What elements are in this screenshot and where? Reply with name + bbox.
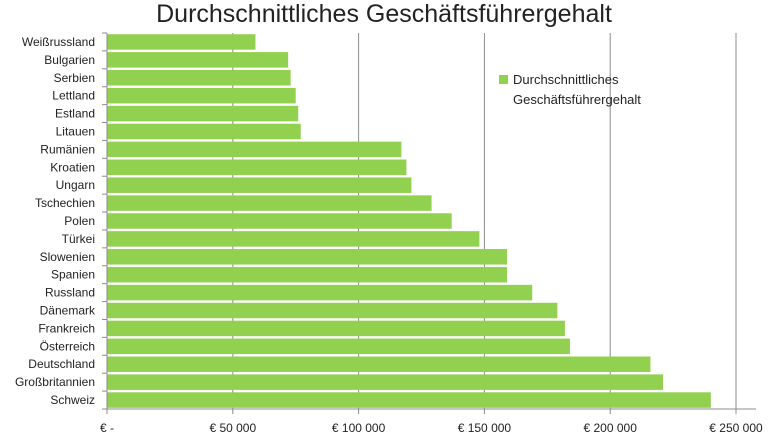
category-label: Ungarn [56,178,95,192]
bar [107,338,570,355]
bar [107,302,558,319]
bar [107,284,533,301]
x-tick-label: € 50 000 [209,421,256,435]
category-label: Schweiz [50,393,95,407]
category-label: Weißrussland [22,35,95,49]
bar [107,87,296,104]
x-tick-label: € 250 000 [709,421,763,435]
x-tick-label: € 100 000 [332,421,386,435]
legend-label: Geschäftsführergehalt [513,92,641,107]
category-label: Türkei [62,232,95,246]
category-label: Slowenien [40,250,95,264]
bar [107,141,402,158]
chart-title: Durchschnittliches Geschäftsführergehalt [156,0,612,28]
bar [107,159,407,176]
category-label: Frankreich [38,321,95,335]
bar [107,231,480,247]
category-label: Großbritannien [15,375,95,389]
bar [107,34,256,50]
bar [107,392,711,408]
bar [107,52,289,68]
category-label: Spanien [51,268,95,282]
category-label: Estland [55,107,95,121]
category-label: Polen [64,214,95,228]
category-label: Tschechien [35,196,95,210]
category-label: Serbien [54,71,95,85]
category-label: Rumänien [40,142,95,156]
category-label: Österreich [40,339,95,353]
category-label: Russland [45,286,95,300]
legend-swatch [499,75,508,84]
category-label: Dänemark [40,304,96,318]
category-label: Bulgarien [44,53,95,67]
bar [107,123,301,140]
category-label: Lettland [52,89,95,103]
bar [107,213,452,229]
bar [107,249,508,265]
category-label: Deutschland [28,357,95,371]
bar [107,70,291,86]
bar [107,266,508,283]
bar [107,320,565,337]
bar [107,356,651,372]
bar [107,177,412,193]
bar [107,105,299,122]
category-label: Kroatien [50,160,95,174]
bar [107,374,664,390]
legend-label: Durchschnittliches [513,72,619,87]
bar [107,195,432,211]
category-label: Litauen [56,124,95,138]
x-tick-label: € - [100,421,114,435]
x-tick-label: € 150 000 [458,421,512,435]
x-tick-label: € 200 000 [584,421,638,435]
